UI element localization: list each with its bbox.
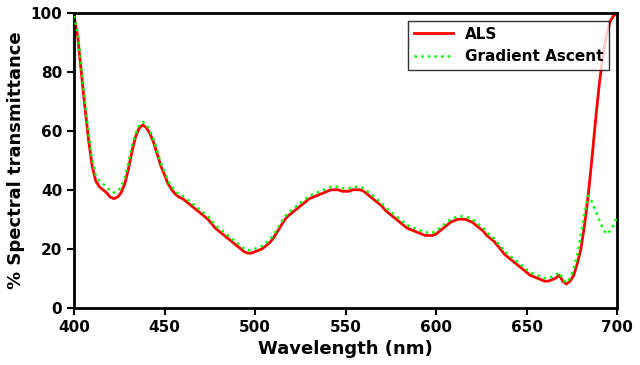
Gradient Ascent bbox=[289, 207, 297, 211]
Gradient Ascent bbox=[442, 222, 449, 226]
ALS bbox=[528, 274, 536, 278]
ALS bbox=[289, 210, 297, 214]
ALS bbox=[563, 282, 570, 286]
Line: ALS: ALS bbox=[74, 13, 617, 284]
Y-axis label: % Spectral transmittance: % Spectral transmittance bbox=[7, 31, 25, 289]
Legend: ALS, Gradient Ascent: ALS, Gradient Ascent bbox=[408, 20, 609, 70]
ALS bbox=[70, 14, 78, 18]
Line: Gradient Ascent: Gradient Ascent bbox=[74, 16, 617, 283]
Gradient Ascent bbox=[497, 245, 505, 249]
Gradient Ascent bbox=[575, 242, 583, 246]
ALS bbox=[613, 11, 621, 15]
Gradient Ascent bbox=[70, 14, 78, 18]
Gradient Ascent bbox=[563, 280, 570, 285]
ALS bbox=[575, 254, 583, 258]
X-axis label: Wavelength (nm): Wavelength (nm) bbox=[258, 340, 433, 358]
ALS bbox=[307, 196, 315, 200]
Gradient Ascent bbox=[613, 214, 621, 219]
ALS bbox=[442, 224, 449, 229]
Gradient Ascent bbox=[307, 193, 315, 197]
Gradient Ascent bbox=[528, 271, 536, 275]
ALS bbox=[497, 248, 505, 253]
